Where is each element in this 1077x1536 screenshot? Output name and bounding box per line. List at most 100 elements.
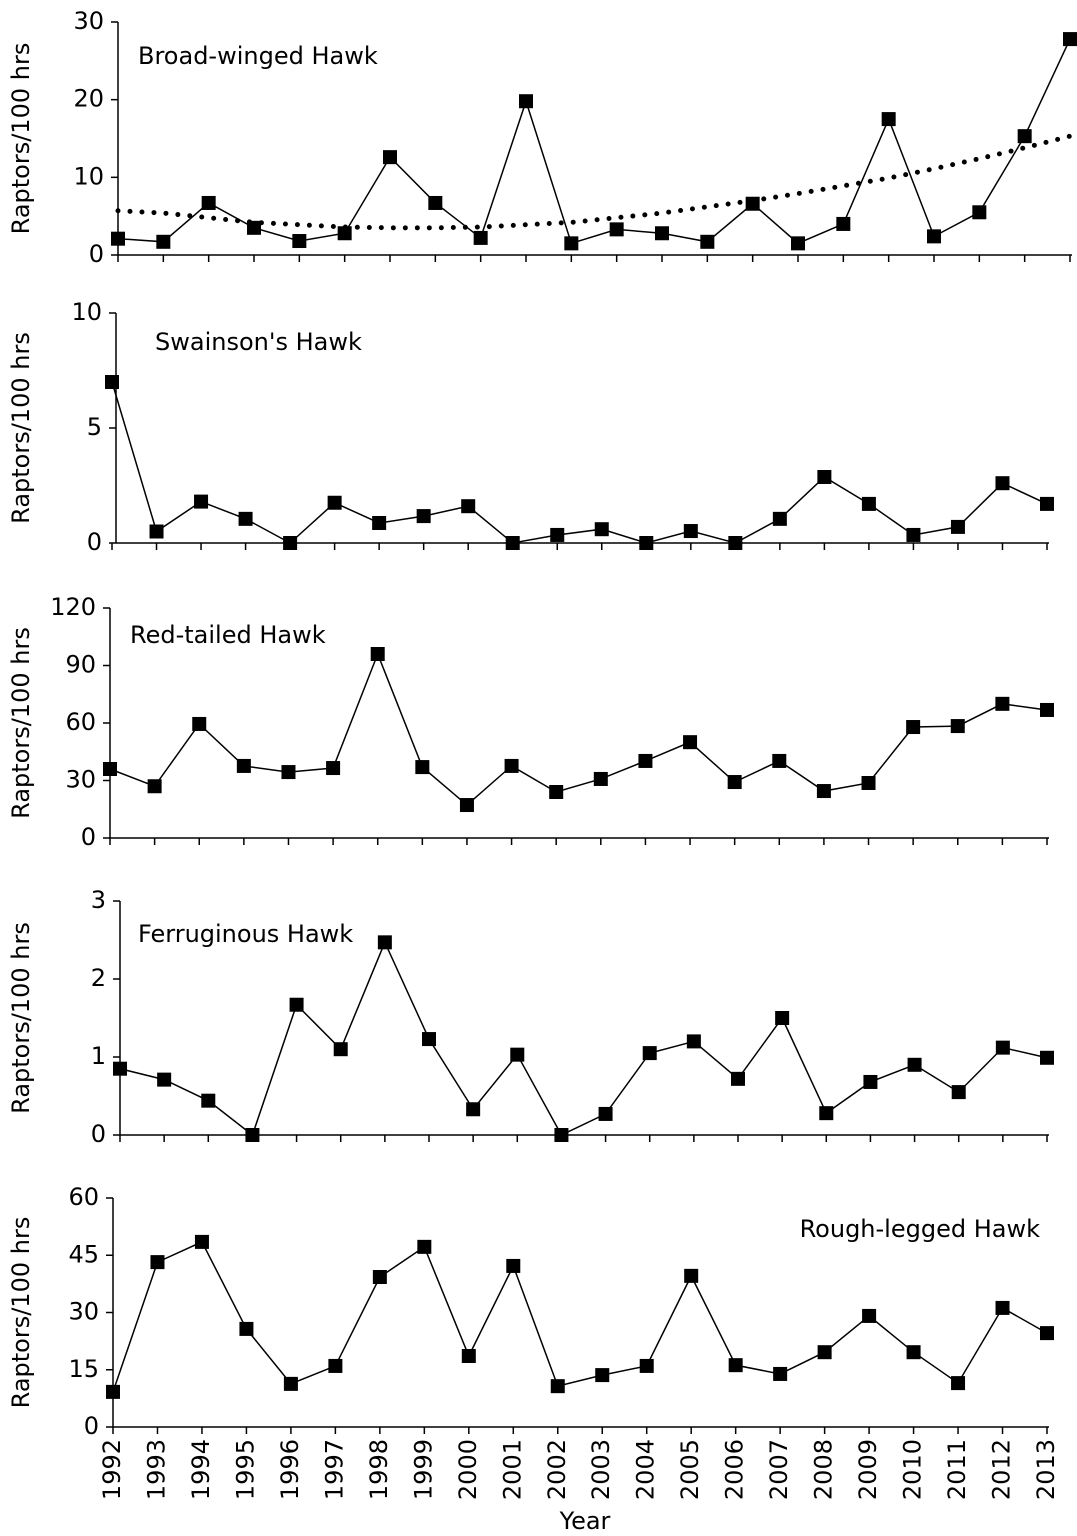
- x-tick-label: 1995: [231, 1439, 259, 1500]
- y-tick-label: 30: [73, 7, 104, 35]
- marker: [927, 229, 941, 244]
- y-tick-label: 15: [68, 1355, 99, 1383]
- y-tick-label: 30: [65, 766, 96, 794]
- y-tick-label: 5: [87, 413, 102, 441]
- annotation: Swainson's Hawk: [155, 328, 362, 356]
- x-tick-label: 1994: [187, 1439, 215, 1500]
- marker: [416, 509, 431, 524]
- x-tick-label: 2001: [498, 1439, 526, 1500]
- marker: [950, 719, 965, 734]
- marker: [415, 760, 430, 775]
- marker: [1040, 1050, 1054, 1065]
- marker: [907, 1057, 922, 1072]
- x-tick-label: 2012: [988, 1439, 1016, 1500]
- x-tick-label: 2002: [543, 1439, 571, 1500]
- marker: [727, 775, 742, 790]
- marker: [377, 935, 392, 950]
- annotation: Broad-winged Hawk: [138, 42, 378, 70]
- y-tick-label: 2: [91, 964, 106, 992]
- marker: [791, 236, 805, 251]
- marker: [639, 536, 654, 550]
- marker: [372, 515, 387, 530]
- y-tick-label: 3: [91, 886, 106, 914]
- marker: [817, 469, 832, 484]
- marker: [995, 476, 1010, 491]
- marker: [598, 1106, 613, 1121]
- y-tick-label: 0: [91, 1120, 106, 1148]
- marker: [906, 1345, 921, 1360]
- marker: [745, 196, 760, 211]
- marker: [881, 112, 896, 127]
- marker: [1040, 702, 1054, 717]
- marker: [422, 1032, 436, 1047]
- marker: [816, 784, 831, 799]
- x-tick-label: 2011: [943, 1439, 971, 1500]
- marker: [775, 1011, 790, 1025]
- marker: [245, 1128, 260, 1142]
- marker: [593, 771, 608, 786]
- x-tick-label: 2013: [1032, 1439, 1060, 1500]
- marker: [201, 1093, 216, 1108]
- marker: [550, 1379, 565, 1394]
- marker: [292, 234, 307, 249]
- marker: [773, 1366, 788, 1381]
- marker: [683, 524, 698, 539]
- marker: [700, 234, 715, 249]
- y-tick-label: 1: [91, 1042, 106, 1070]
- y-tick-label: 45: [68, 1240, 99, 1268]
- x-tick-label: 1999: [409, 1439, 437, 1500]
- marker: [370, 647, 385, 661]
- marker: [554, 1128, 569, 1142]
- x-tick-label: 2004: [632, 1439, 660, 1500]
- marker: [995, 696, 1010, 711]
- annotation: Red-tailed Hawk: [130, 621, 326, 649]
- marker: [236, 758, 251, 773]
- marker: [906, 527, 921, 542]
- x-tick-label: 1997: [320, 1439, 348, 1500]
- marker: [564, 236, 579, 251]
- y-tick-label: 120: [50, 593, 96, 621]
- marker: [1040, 1326, 1054, 1341]
- trend-line: [115, 133, 1073, 231]
- marker: [519, 94, 533, 109]
- x-tick-label: 1993: [142, 1439, 170, 1500]
- marker: [595, 1368, 610, 1383]
- marker: [105, 375, 119, 389]
- marker: [194, 494, 209, 509]
- y-tick-label: 0: [81, 823, 96, 851]
- marker: [157, 1072, 172, 1087]
- series-line: [111, 381, 1048, 544]
- y-tick-label: 10: [71, 298, 102, 326]
- marker: [505, 536, 520, 550]
- marker: [728, 536, 743, 550]
- marker: [327, 495, 342, 510]
- marker: [510, 1047, 525, 1062]
- marker: [247, 220, 261, 235]
- y-axis-label: Raptors/100 hrs: [7, 627, 35, 819]
- marker: [817, 1345, 832, 1360]
- x-tick-label: 2005: [676, 1439, 704, 1500]
- marker: [461, 499, 476, 514]
- marker: [192, 716, 207, 731]
- marker: [639, 1358, 654, 1373]
- marker: [111, 231, 125, 246]
- marker: [863, 1074, 878, 1089]
- annotation: Ferruginous Hawk: [138, 920, 353, 948]
- marker: [372, 1270, 387, 1285]
- x-tick-label: 2007: [765, 1439, 793, 1500]
- y-tick-label: 60: [68, 1183, 99, 1211]
- marker: [655, 226, 669, 241]
- marker: [283, 1376, 298, 1391]
- x-tick-label: 2000: [454, 1439, 482, 1500]
- marker: [326, 761, 341, 776]
- marker: [972, 205, 987, 220]
- marker: [150, 1255, 165, 1270]
- x-tick-label: 2006: [721, 1439, 749, 1500]
- marker: [951, 1085, 966, 1100]
- marker: [156, 234, 171, 249]
- y-axis-label: Raptors/100 hrs: [7, 332, 35, 524]
- marker: [337, 226, 352, 241]
- marker: [1017, 129, 1032, 144]
- marker: [504, 758, 519, 773]
